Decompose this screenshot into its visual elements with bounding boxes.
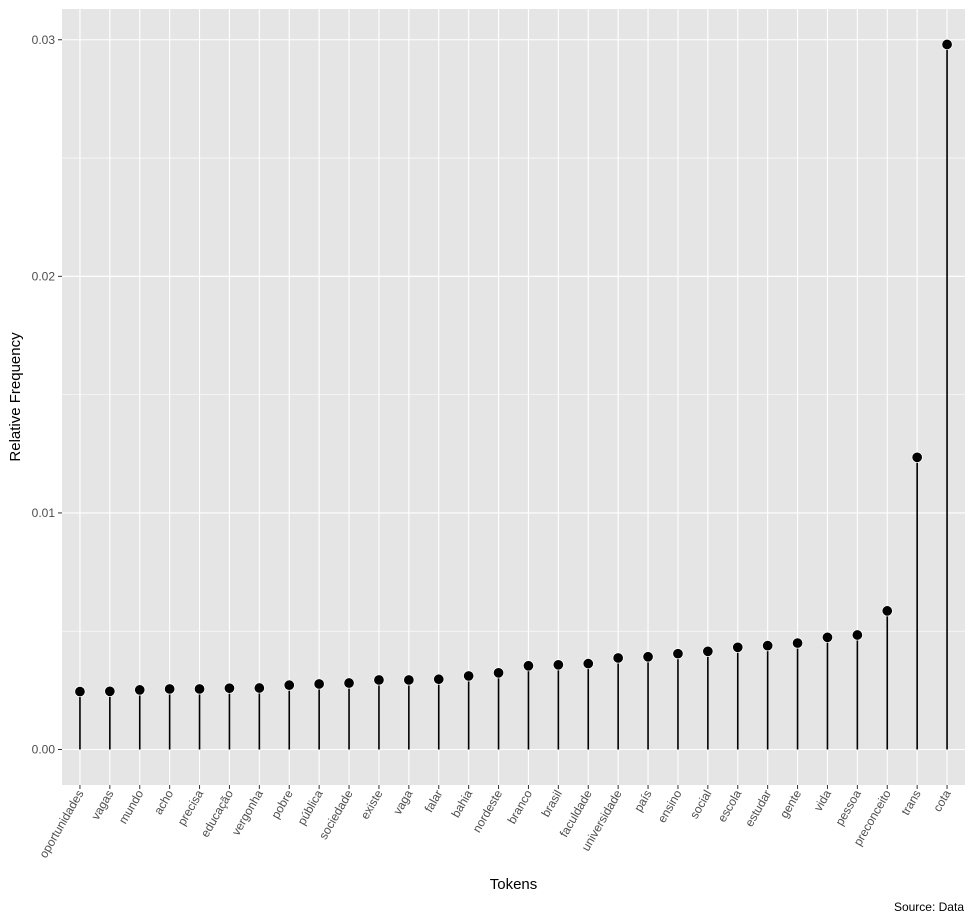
x-tick-label: bahia	[448, 787, 475, 820]
data-point	[911, 451, 923, 463]
y-tick-label: 0.00	[32, 743, 56, 757]
x-tick-label: mundo	[116, 787, 147, 826]
data-point	[642, 651, 654, 663]
source-caption: Source: Data	[894, 900, 964, 914]
y-tick-label: 0.02	[32, 269, 56, 283]
data-point	[881, 605, 893, 617]
x-tick-label: país	[631, 788, 654, 815]
x-tick-label: escola	[715, 787, 745, 824]
minor-gridlines	[62, 157, 965, 632]
x-tick-label: social	[687, 788, 714, 822]
y-axis: 0.00 0.01 0.02 0.03	[32, 33, 62, 757]
x-tick-label: trans	[898, 788, 923, 818]
x-axis-title: Tokens	[490, 876, 538, 893]
y-tick-label: 0.01	[32, 506, 56, 520]
x-tick-label: precisa	[175, 787, 207, 828]
x-tick-label: pobre	[268, 787, 296, 821]
x-tick-label: branco	[505, 787, 536, 826]
x-tick-label: vaga	[390, 787, 415, 817]
data-point	[552, 659, 564, 671]
lollipop-points	[74, 38, 953, 698]
data-point	[522, 660, 535, 672]
data-point	[433, 673, 445, 685]
data-point	[74, 685, 86, 698]
x-tick-label: vagas	[88, 788, 116, 823]
data-point	[253, 682, 265, 694]
data-point	[373, 674, 385, 686]
data-point	[792, 637, 804, 649]
x-tick-label: cota	[930, 787, 954, 814]
data-point	[463, 670, 475, 682]
x-tick-label: gente	[777, 787, 804, 820]
data-point	[851, 629, 863, 641]
data-point	[672, 648, 684, 660]
data-point	[343, 677, 355, 689]
y-axis-title: Relative Frequency	[7, 332, 24, 462]
x-tick-label: estudar	[742, 788, 774, 830]
x-tick-label: brasil	[538, 788, 564, 820]
lollipop-segments	[79, 44, 948, 750]
data-point	[283, 679, 295, 691]
x-tick-label: oportunidades	[36, 788, 86, 861]
data-point	[582, 658, 594, 670]
data-point	[134, 684, 146, 696]
x-tick-label: falar	[422, 787, 446, 814]
data-point	[193, 683, 206, 695]
y-tick-label: 0.03	[32, 33, 56, 47]
data-point	[821, 631, 834, 643]
plot-panel	[62, 9, 965, 785]
data-point	[223, 682, 235, 694]
data-point	[702, 645, 714, 657]
x-tick-label: ensino	[655, 787, 685, 825]
x-tick-label: pública	[295, 787, 326, 827]
data-point	[492, 667, 505, 679]
data-point	[313, 678, 325, 690]
x-tick-label: acho	[151, 787, 176, 817]
x-tick-label: pessoa	[832, 787, 864, 828]
data-point	[732, 641, 744, 653]
data-point	[612, 652, 624, 664]
data-point	[164, 683, 176, 695]
x-tick-label: vida	[811, 787, 834, 813]
data-point	[762, 640, 774, 652]
data-point	[941, 38, 953, 51]
data-point	[403, 674, 415, 686]
x-tick-label: existe	[358, 787, 386, 821]
x-axis: oportunidades vagas mundo achoprecisaeducaç…	[36, 785, 954, 861]
data-point	[104, 685, 116, 697]
